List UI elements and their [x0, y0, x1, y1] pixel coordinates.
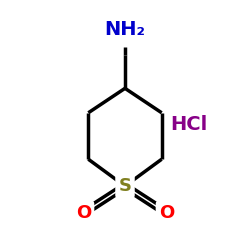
- Text: O: O: [159, 204, 174, 222]
- Text: S: S: [118, 177, 132, 195]
- Text: HCl: HCl: [170, 116, 207, 134]
- Text: NH₂: NH₂: [104, 20, 146, 40]
- Text: O: O: [76, 204, 91, 222]
